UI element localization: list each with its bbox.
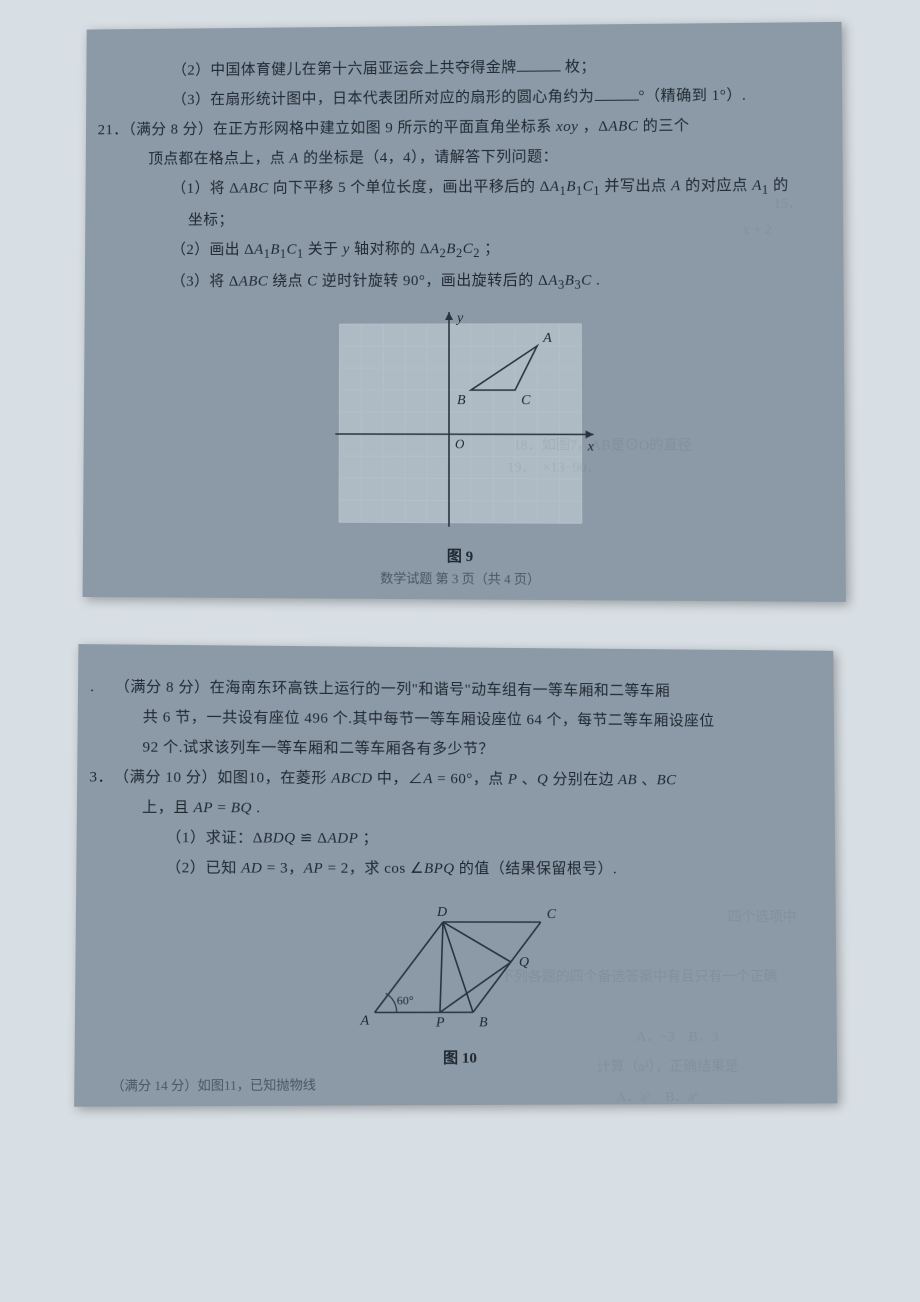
svg-text:A: A bbox=[359, 1014, 369, 1029]
text-line: 92 个.试求该列车一等车厢和二等车厢各有多少节？ bbox=[114, 732, 799, 766]
figure-10-rhombus: 60° A B C D P Q bbox=[354, 892, 565, 1043]
text-line: （3）在扇形统计图中，日本代表团所对应的扇形的圆心角约为°（精确到 1°）. bbox=[121, 80, 805, 115]
svg-text:D: D bbox=[436, 905, 447, 920]
page1-text-lines: （2）中国体育健儿在第十六届亚运会上共夺得金牌 枚；（3）在扇形统计图中，日本代… bbox=[120, 50, 807, 299]
text-line: 顶点都在格点上，点 A 的坐标是（4，4），请解答下列问题： bbox=[121, 140, 806, 174]
svg-text:C: C bbox=[521, 393, 531, 408]
svg-text:B: B bbox=[457, 393, 466, 408]
figure-9-grid: y x O A B C bbox=[321, 306, 600, 542]
text-line: . （满分 8 分）在海南东环高铁上运行的一列"和谐号"动车组有一等车厢和二等车… bbox=[114, 672, 798, 707]
svg-text:Q: Q bbox=[519, 955, 529, 970]
text-line: （2）画出 ΔA1B1C1 关于 y 轴对称的 ΔA2B2C2 ； bbox=[120, 233, 807, 267]
text-line: 上，且 AP = BQ . bbox=[113, 793, 799, 826]
text-line: 坐标； bbox=[120, 203, 806, 236]
text-line: 共 6 节，一共设有座位 496 个.其中每节一等车厢设座位 64 个，每节二等… bbox=[114, 702, 799, 736]
text-line: 21．（满分 8 分）在正方形网格中建立如图 9 所示的平面直角坐标系 xoy … bbox=[121, 110, 806, 145]
svg-text:60°: 60° bbox=[397, 993, 414, 1007]
figure-10-wrap: 60° A B C D P Q 图 10 bbox=[111, 891, 801, 1069]
exam-page-1: （2）中国体育健儿在第十六届亚运会上共夺得金牌 枚；（3）在扇形统计图中，日本代… bbox=[83, 22, 846, 602]
svg-text:y: y bbox=[455, 311, 464, 326]
svg-text:C: C bbox=[547, 907, 557, 922]
text-line: （1）将 ΔABC 向下平移 5 个单位长度，画出平移后的 ΔA1B1C1 并写… bbox=[121, 170, 807, 206]
svg-text:B: B bbox=[479, 1015, 488, 1030]
svg-text:P: P bbox=[435, 1015, 445, 1030]
page2-trail: （满分 14 分）如图11，已知抛物线 bbox=[111, 1073, 802, 1095]
svg-text:A: A bbox=[542, 331, 552, 346]
text-line: （1）求证：ΔBDQ ≌ ΔADP ； bbox=[113, 823, 800, 855]
figure-10-label: 图 10 bbox=[443, 1047, 477, 1068]
figure-9-label: 图 9 bbox=[447, 545, 473, 566]
svg-text:x: x bbox=[587, 439, 595, 454]
text-line: （3）将 ΔABC 绕点 C 逆时针旋转 90°，画出旋转后的 ΔA3B3C . bbox=[120, 265, 807, 299]
page1-trail: 数学试题 第 3 页（共 4 页） bbox=[380, 568, 540, 588]
figure-9-wrap: y x O A B C 图 9 数学试题 第 3 页（共 4 页） bbox=[118, 305, 809, 589]
page2-text-lines: . （满分 8 分）在海南东环高铁上运行的一列"和谐号"动车组有一等车厢和二等车… bbox=[113, 672, 800, 884]
text-line: （2）已知 AD = 3，AP = 2，求 cos ∠BPQ 的值（结果保留根号… bbox=[113, 853, 800, 885]
svg-text:O: O bbox=[455, 437, 464, 451]
exam-page-2: . （满分 8 分）在海南东环高铁上运行的一列"和谐号"动车组有一等车厢和二等车… bbox=[74, 644, 837, 1107]
text-line: 3．（满分 10 分）如图10，在菱形 ABCD 中，∠A = 60°，点 P … bbox=[114, 762, 800, 795]
